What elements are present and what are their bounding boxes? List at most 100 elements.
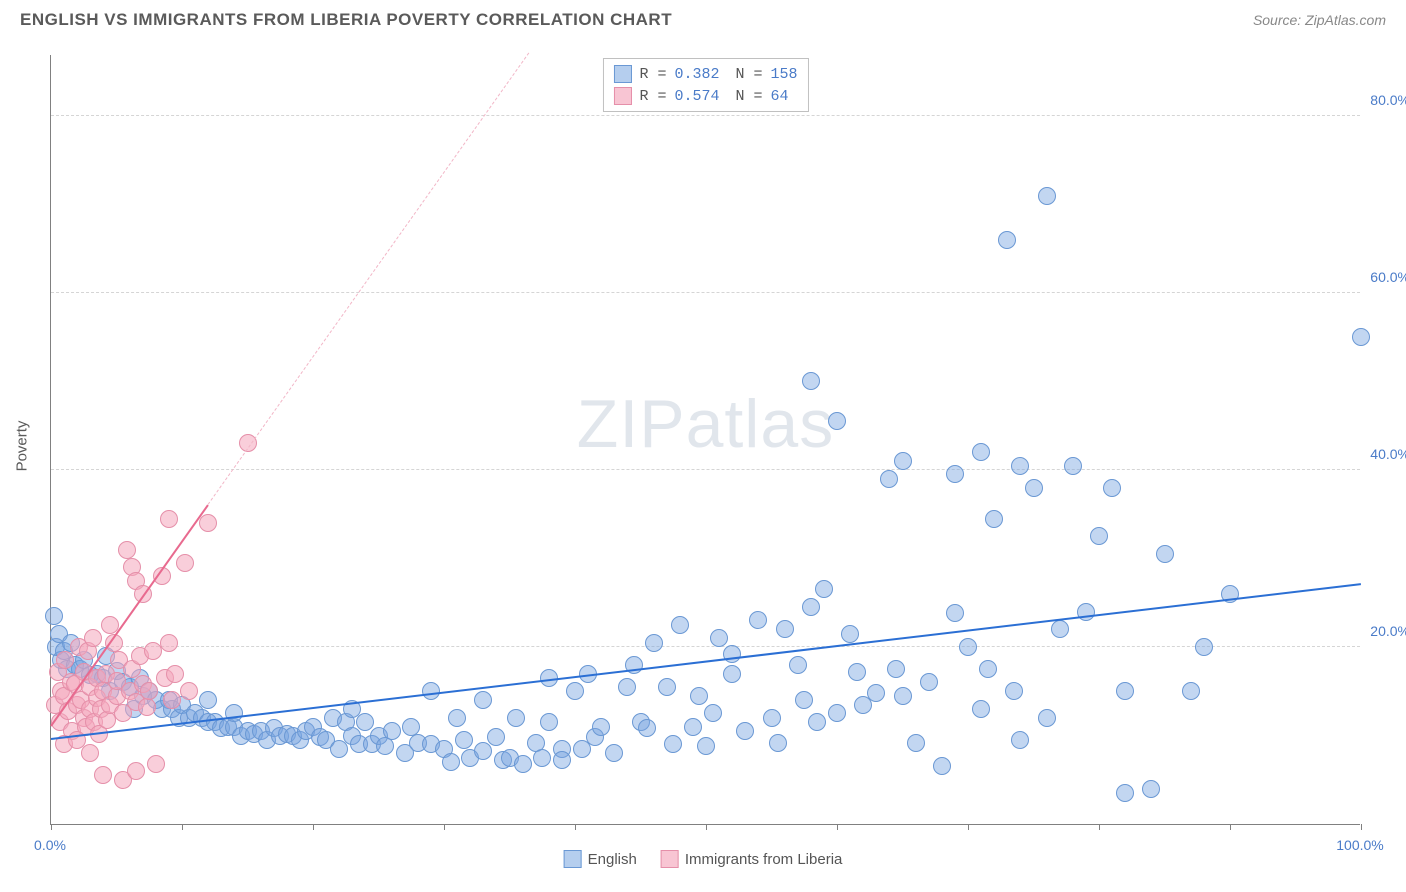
data-point: [592, 718, 610, 736]
data-point: [867, 684, 885, 702]
data-point: [514, 755, 532, 773]
data-point: [998, 231, 1016, 249]
chart-title: ENGLISH VS IMMIGRANTS FROM LIBERIA POVER…: [20, 10, 672, 30]
ytick-label: 80.0%: [1365, 92, 1406, 108]
legend-swatch: [564, 850, 582, 868]
gridline: [51, 646, 1360, 647]
data-point: [140, 682, 158, 700]
data-point: [533, 749, 551, 767]
correlation-legend: R = 0.382 N = 158 R = 0.574 N = 64: [602, 58, 808, 112]
data-point: [894, 452, 912, 470]
series-legend: EnglishImmigrants from Liberia: [564, 850, 843, 868]
legend-label: Immigrants from Liberia: [685, 851, 843, 868]
data-point: [180, 682, 198, 700]
xtick: [706, 824, 707, 830]
legend-row-english: R = 0.382 N = 158: [613, 63, 797, 85]
xtick-label: 0.0%: [34, 837, 66, 853]
ytick-label: 40.0%: [1365, 446, 1406, 462]
data-point: [795, 691, 813, 709]
gridline: [51, 469, 1360, 470]
data-point: [959, 638, 977, 656]
data-point: [127, 762, 145, 780]
data-point: [841, 625, 859, 643]
data-point: [1195, 638, 1213, 656]
watermark: ZIPatlas: [577, 385, 834, 463]
data-point: [1011, 457, 1029, 475]
data-point: [671, 616, 689, 634]
data-point: [118, 541, 136, 559]
data-point: [972, 700, 990, 718]
legend-row-liberia: R = 0.574 N = 64: [613, 85, 797, 107]
data-point: [81, 744, 99, 762]
xtick: [51, 824, 52, 830]
data-point: [1156, 545, 1174, 563]
data-point: [199, 691, 217, 709]
data-point: [763, 709, 781, 727]
data-point: [789, 656, 807, 674]
data-point: [658, 678, 676, 696]
data-point: [776, 620, 794, 638]
data-point: [972, 443, 990, 461]
data-point: [1051, 620, 1069, 638]
data-point: [907, 734, 925, 752]
data-point: [802, 372, 820, 390]
data-point: [138, 698, 156, 716]
data-point: [84, 629, 102, 647]
data-point: [723, 645, 741, 663]
data-point: [1005, 682, 1023, 700]
data-point: [1116, 784, 1134, 802]
data-point: [199, 514, 217, 532]
data-point: [1025, 479, 1043, 497]
data-point: [946, 465, 964, 483]
data-point: [507, 709, 525, 727]
data-point: [894, 687, 912, 705]
xtick: [444, 824, 445, 830]
xtick-label: 100.0%: [1336, 837, 1383, 853]
scatter-chart: ZIPatlas R = 0.382 N = 158 R = 0.574 N =…: [50, 55, 1360, 825]
ytick-label: 60.0%: [1365, 269, 1406, 285]
data-point: [1142, 780, 1160, 798]
data-point: [848, 663, 866, 681]
data-point: [808, 713, 826, 731]
data-point: [1038, 187, 1056, 205]
data-point: [566, 682, 584, 700]
data-point: [710, 629, 728, 647]
data-point: [664, 735, 682, 753]
data-point: [985, 510, 1003, 528]
xtick: [575, 824, 576, 830]
data-point: [946, 604, 964, 622]
swatch-liberia: [613, 87, 631, 105]
xtick: [1099, 824, 1100, 830]
data-point: [933, 757, 951, 775]
data-point: [645, 634, 663, 652]
data-point: [723, 665, 741, 683]
data-point: [684, 718, 702, 736]
xtick: [313, 824, 314, 830]
xtick: [1361, 824, 1362, 830]
xtick: [837, 824, 838, 830]
gridline: [51, 115, 1360, 116]
data-point: [1352, 328, 1370, 346]
data-point: [1064, 457, 1082, 475]
legend-item: Immigrants from Liberia: [661, 850, 843, 868]
legend-swatch: [661, 850, 679, 868]
data-point: [638, 719, 656, 737]
data-point: [802, 598, 820, 616]
data-point: [553, 751, 571, 769]
data-point: [736, 722, 754, 740]
y-axis-label: Poverty: [14, 421, 31, 472]
data-point: [749, 611, 767, 629]
data-point: [56, 651, 74, 669]
data-point: [474, 742, 492, 760]
xtick: [1230, 824, 1231, 830]
xtick: [182, 824, 183, 830]
data-point: [1116, 682, 1134, 700]
data-point: [474, 691, 492, 709]
data-point: [330, 740, 348, 758]
data-point: [920, 673, 938, 691]
data-point: [147, 755, 165, 773]
data-point: [979, 660, 997, 678]
data-point: [45, 607, 63, 625]
data-point: [815, 580, 833, 598]
data-point: [163, 691, 181, 709]
